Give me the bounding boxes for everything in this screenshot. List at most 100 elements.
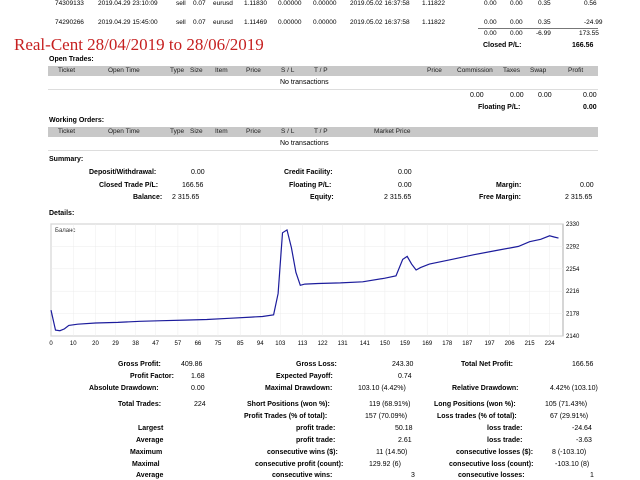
closed-pl-value: 166.56 [572, 42, 594, 49]
x-tick-label: 131 [338, 341, 349, 347]
maximum-label: Maximum [130, 449, 163, 456]
col-size: Size [190, 67, 203, 74]
closed-trade-value: 166.56 [182, 182, 204, 189]
avg-loss-label: loss trade: [487, 437, 523, 444]
closed-trade-row: 74309133 2019.04.29 23:10:09 sell 0.07 e… [0, 0, 640, 10]
floating-label: Floating P/L: [289, 182, 332, 189]
open-commission-total: 0.00 [470, 92, 484, 99]
col-ticket: Ticket [58, 128, 76, 135]
y-axis-ticks: 2330 2292 2254 2216 2178 2140 [566, 222, 580, 340]
average2-label: Average [136, 472, 164, 479]
abs-dd-value: 0.00 [191, 385, 205, 392]
largest-profit-value: 50.18 [395, 425, 413, 432]
profit-trades-label: Profit Trades (% of total): [244, 413, 328, 420]
x-tick-label: 224 [545, 341, 556, 347]
size-cell: 0.07 [193, 0, 206, 7]
short-label: Short Positions (won %): [247, 401, 330, 408]
largest-label: Largest [138, 425, 164, 432]
total-commission: 0.00 [484, 30, 497, 37]
loss-trades-value: 67 (29.91%) [550, 413, 589, 420]
col-type: Type [170, 128, 185, 135]
max-wins-label: consecutive wins ($): [267, 449, 338, 456]
closed-trade-row: 74290266 2019.04.29 15:45:00 sell 0.07 e… [0, 10, 640, 26]
tp-cell: 0.00000 [313, 19, 337, 26]
credit-value: 0.00 [398, 169, 412, 176]
maximal-label: Maximal [132, 461, 160, 468]
margin-label: Margin: [496, 182, 522, 189]
y-tick-label: 2216 [566, 289, 580, 295]
plot-area [50, 223, 564, 337]
col-price2: Price [427, 67, 442, 74]
x-tick-label: 85 [237, 341, 244, 347]
avg-losses-label: consecutive losses: [458, 472, 525, 479]
x-tick-label: 169 [422, 341, 433, 347]
x-tick-label: 57 [175, 341, 182, 347]
details-title: Details: [49, 210, 75, 217]
open-trades-empty: No transactions [280, 79, 329, 86]
avg-wins-label: consecutive wins: [272, 472, 333, 479]
total-net-label: Total Net Profit: [461, 361, 513, 368]
x-tick-label: 159 [400, 341, 411, 347]
col-swap: Swap [530, 67, 547, 74]
commission-cell: 0.00 [484, 19, 497, 26]
sl-cell: 0.00000 [278, 0, 302, 7]
summary-title: Summary: [49, 156, 84, 163]
equity-label: Equity: [310, 194, 334, 201]
type-cell: sell [176, 0, 186, 7]
open-taxes-total: 0.00 [510, 92, 524, 99]
x-tick-label: 187 [462, 341, 473, 347]
x-tick-label: 141 [360, 341, 371, 347]
open-time-cell: 2019.04.29 15:45:00 [98, 19, 158, 26]
balance-label: Balance: [133, 194, 163, 201]
balance-chart-svg: Баланс 0 10 20 29 38 47 57 66 75 85 94 103 113 122 131… [49, 222, 580, 347]
col-price: Price [246, 128, 261, 135]
col-item: Item [215, 128, 228, 135]
y-tick-label: 2254 [566, 267, 580, 273]
largest-loss-label: loss trade: [487, 425, 523, 432]
x-tick-label: 38 [132, 341, 139, 347]
gross-loss-label: Gross Loss: [296, 361, 337, 368]
divider [48, 150, 598, 151]
totals-row: 0.00 0.00 -6.99 173.55 [0, 20, 640, 37]
col-commission: Commission [457, 67, 493, 74]
col-market-price: Market Price [374, 128, 411, 135]
ticket-cell: 74290266 [55, 19, 84, 26]
x-tick-label: 29 [112, 341, 119, 347]
margin-value: 0.00 [580, 182, 594, 189]
x-tick-label: 150 [380, 341, 391, 347]
price-cell: 1.11830 [244, 0, 268, 7]
period-title: Real-Cent 28/04/2019 to 28/06/2019 [14, 35, 264, 54]
short-value: 119 (68.91%) [369, 401, 411, 408]
price-cell: 1.11469 [244, 19, 268, 26]
total-trades-label: Total Trades: [118, 401, 162, 408]
max-dd-value: 103.10 (4.42%) [358, 385, 406, 392]
y-tick-label: 2178 [566, 312, 580, 318]
col-open-time: Open Time [108, 67, 140, 74]
loss-trades-label: Loss trades (% of total): [437, 413, 517, 420]
floating-value: 0.00 [398, 182, 412, 189]
chart-title: Баланс [55, 228, 75, 234]
tp-cell: 0.00000 [313, 0, 337, 7]
deposit-value: 0.00 [191, 169, 205, 176]
totals-divider [478, 28, 598, 29]
x-tick-label: 215 [525, 341, 536, 347]
open-trades-title: Open Trades: [49, 56, 94, 63]
x-tick-label: 10 [70, 341, 77, 347]
credit-label: Credit Facility: [284, 169, 333, 176]
x-tick-label: 20 [92, 341, 99, 347]
sl-cell: 0.00000 [278, 19, 302, 26]
working-orders-empty: No transactions [280, 140, 329, 147]
gross-loss-value: 243.30 [392, 361, 414, 368]
long-label: Long Positions (won %): [434, 401, 516, 408]
grid [50, 223, 563, 337]
col-item: Item [215, 67, 228, 74]
col-size: Size [190, 128, 203, 135]
ticket-cell: 74309133 [55, 0, 84, 7]
balance-line [50, 228, 559, 332]
closed-pl-label: Closed P/L: [483, 42, 522, 49]
col-sl: S / L [281, 67, 295, 74]
col-open-time: Open Time [108, 128, 140, 135]
x-tick-label: 94 [257, 341, 264, 347]
working-orders-title: Working Orders: [49, 117, 105, 124]
taxes-cell: 0.00 [510, 0, 523, 7]
